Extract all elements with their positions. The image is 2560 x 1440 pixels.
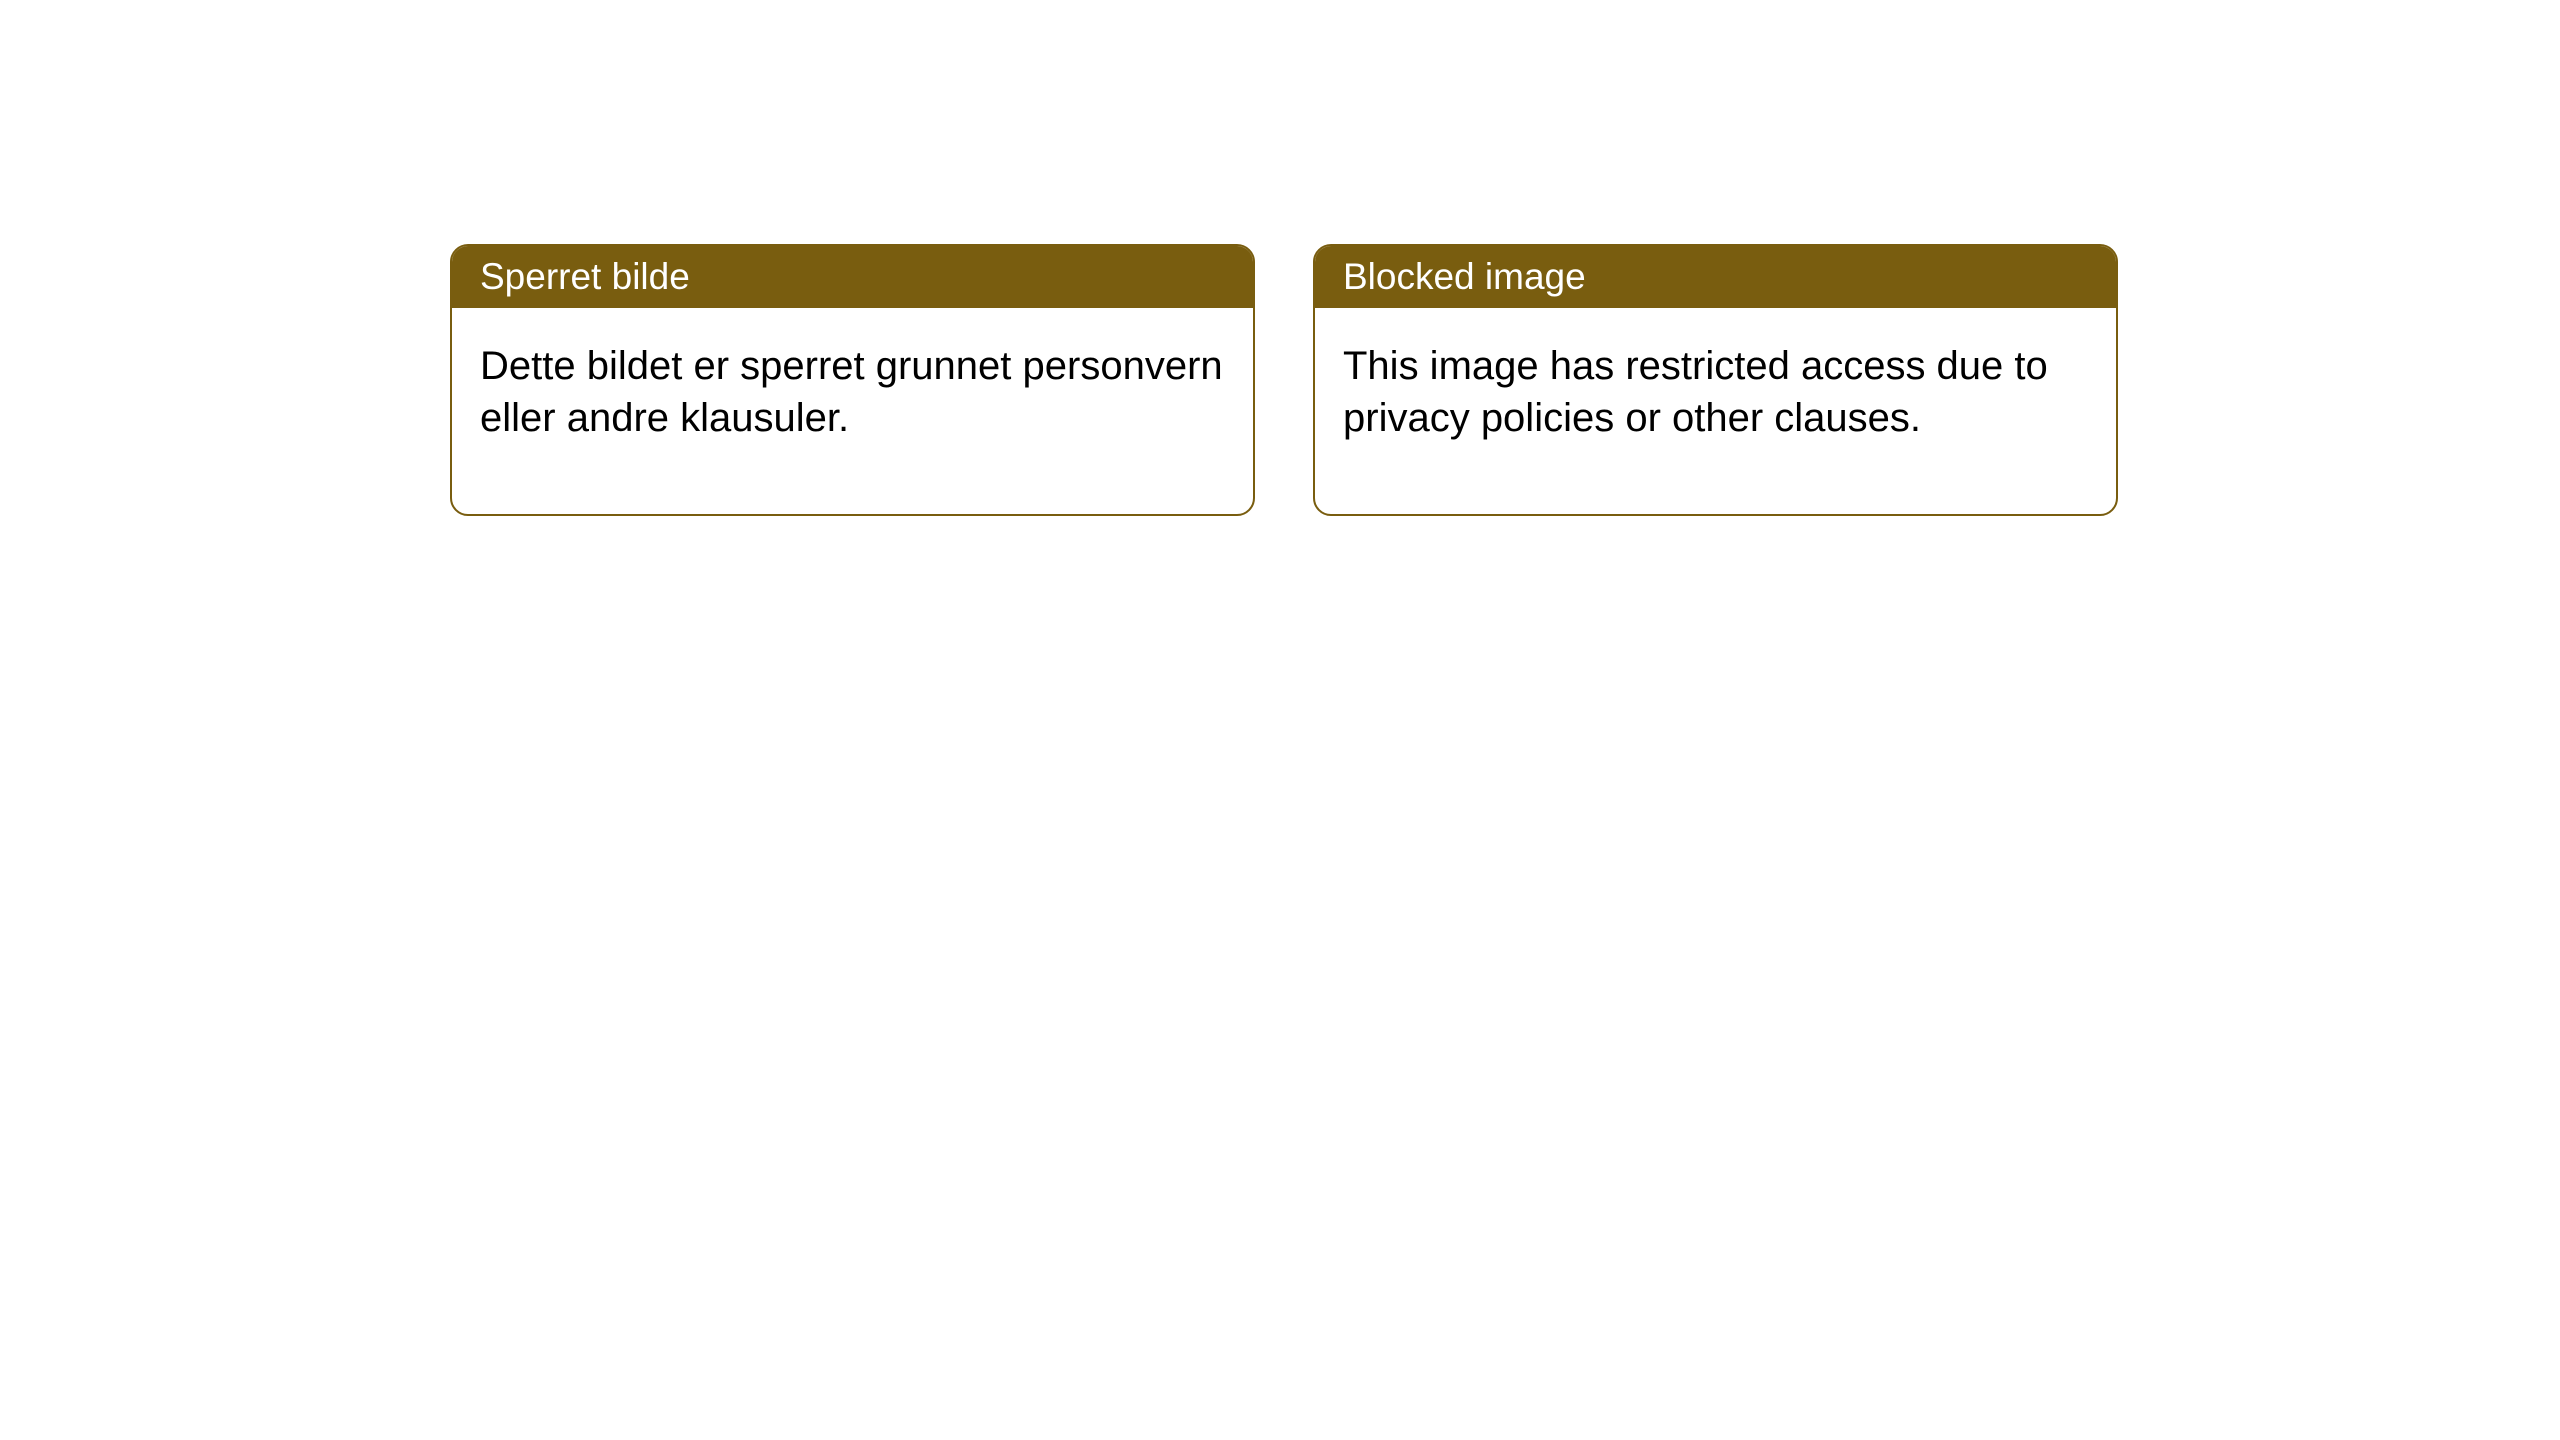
notice-card-english: Blocked image This image has restricted … (1313, 244, 2118, 516)
notice-card-header: Blocked image (1315, 246, 2116, 308)
notice-card-body: This image has restricted access due to … (1315, 308, 2116, 514)
notice-cards-container: Sperret bilde Dette bildet er sperret gr… (0, 0, 2560, 516)
notice-card-norwegian: Sperret bilde Dette bildet er sperret gr… (450, 244, 1255, 516)
notice-card-body: Dette bildet er sperret grunnet personve… (452, 308, 1253, 514)
notice-card-header: Sperret bilde (452, 246, 1253, 308)
